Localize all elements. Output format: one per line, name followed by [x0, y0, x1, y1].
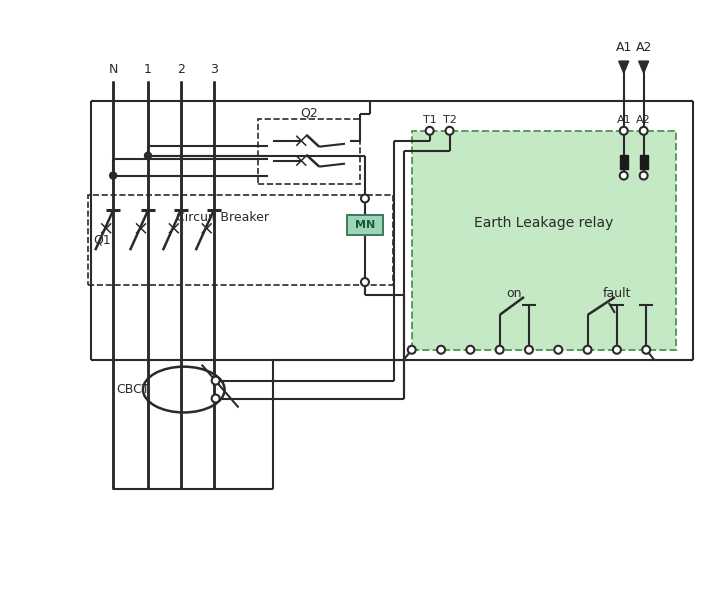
Text: N: N [109, 63, 118, 76]
Text: Earth Leakage relay: Earth Leakage relay [474, 216, 613, 230]
FancyBboxPatch shape [412, 131, 675, 350]
Circle shape [361, 195, 369, 202]
Text: CBCT: CBCT [116, 383, 150, 396]
Circle shape [446, 127, 454, 135]
Circle shape [144, 152, 151, 159]
Text: 3: 3 [209, 63, 217, 76]
Text: T1: T1 [422, 115, 437, 125]
Circle shape [640, 127, 648, 135]
Circle shape [555, 346, 562, 354]
Circle shape [212, 377, 219, 384]
Text: on: on [506, 287, 522, 300]
Circle shape [620, 127, 628, 135]
Text: Circuit Breaker: Circuit Breaker [176, 211, 269, 224]
Text: fault: fault [603, 287, 631, 300]
Circle shape [426, 127, 434, 135]
Circle shape [643, 346, 650, 354]
Circle shape [496, 346, 503, 354]
Circle shape [361, 278, 369, 286]
Circle shape [613, 346, 621, 354]
Circle shape [437, 346, 445, 354]
Text: A1: A1 [616, 41, 632, 54]
Polygon shape [639, 61, 649, 73]
Polygon shape [619, 61, 629, 73]
Text: Q2: Q2 [300, 106, 318, 119]
Circle shape [584, 346, 591, 354]
Text: T2: T2 [442, 115, 457, 125]
Text: A2: A2 [636, 115, 651, 125]
Bar [640, 155, 648, 168]
Circle shape [620, 171, 628, 180]
Circle shape [640, 171, 648, 180]
Text: 1: 1 [144, 63, 152, 76]
Text: A1: A1 [616, 115, 631, 125]
Circle shape [408, 346, 416, 354]
Circle shape [466, 346, 474, 354]
Bar [620, 155, 628, 168]
FancyBboxPatch shape [347, 216, 383, 235]
Text: A2: A2 [635, 41, 652, 54]
Circle shape [109, 172, 116, 179]
Text: MN: MN [355, 220, 375, 230]
Text: Q1: Q1 [93, 234, 111, 247]
Text: 2: 2 [177, 63, 185, 76]
Circle shape [212, 395, 219, 402]
Circle shape [525, 346, 533, 354]
